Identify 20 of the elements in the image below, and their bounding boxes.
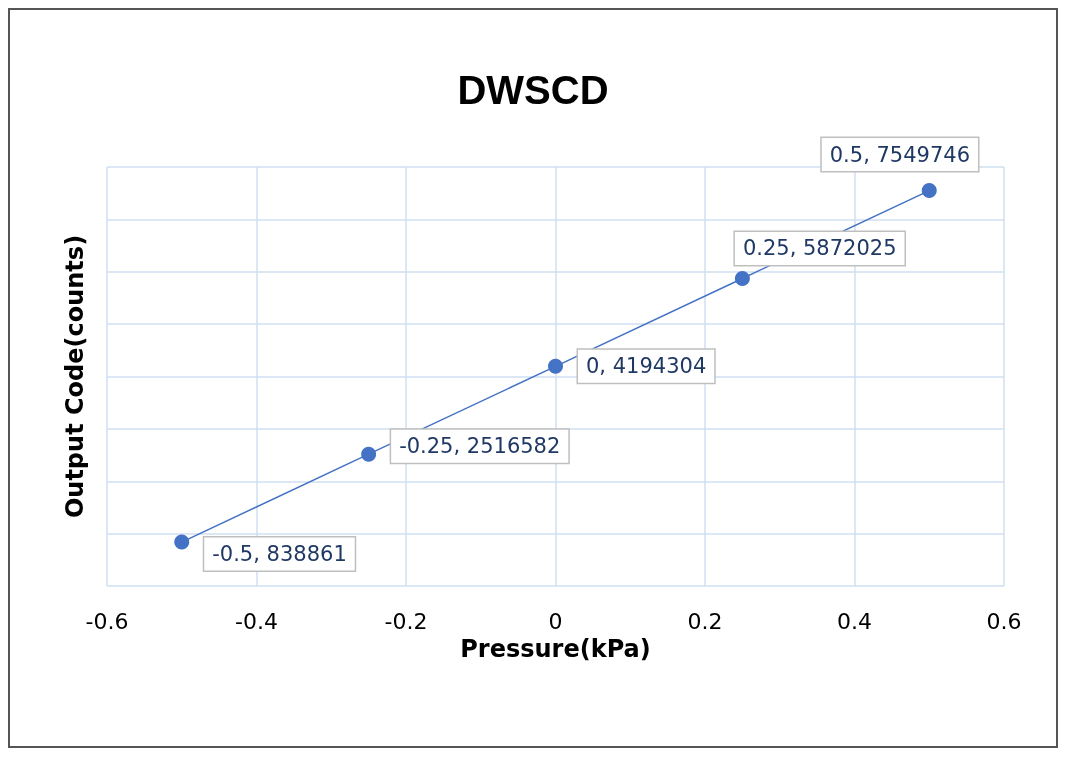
- x-tick-label: -0.4: [235, 608, 278, 634]
- point: [734, 270, 750, 286]
- x-tick-label: 0.6: [986, 608, 1022, 634]
- x-axis-title: Pressure(kPa): [460, 634, 651, 663]
- x-tick-label: -0.6: [85, 608, 129, 634]
- data-label: 0.5, 7549746: [829, 142, 971, 167]
- y-axis-title: Output Code(counts): [61, 234, 89, 519]
- x-tick-label: -0.2: [384, 608, 428, 634]
- data-label: 0.25, 5872025: [742, 236, 897, 261]
- data-label: 0, 4194304: [586, 354, 707, 379]
- x-tick-label: 0.2: [687, 608, 723, 634]
- x-tick-label: 0: [548, 608, 563, 634]
- x-tick-label: 0.4: [837, 608, 872, 634]
- chart-title: DWSCD: [457, 68, 609, 112]
- point: [361, 446, 377, 462]
- point: [921, 183, 937, 199]
- point: [174, 534, 190, 550]
- data-label: -0.25, 2516582: [399, 434, 561, 459]
- point: [548, 358, 563, 374]
- data-label: -0.5, 838861: [212, 542, 347, 567]
